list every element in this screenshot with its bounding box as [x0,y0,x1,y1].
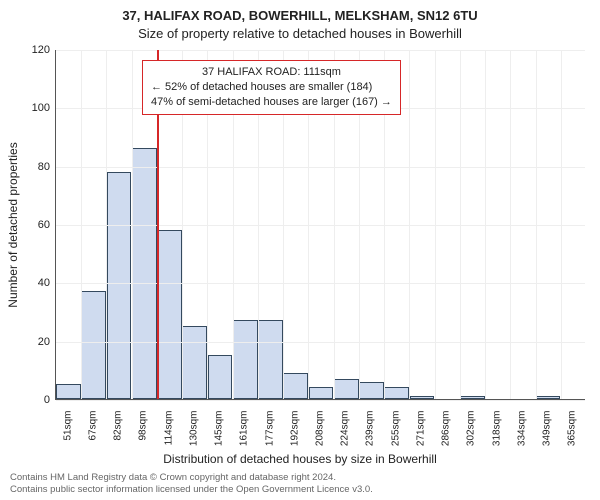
x-tick: 334sqm [516,411,527,461]
x-tick: 224sqm [340,411,351,461]
x-tick: 302sqm [466,411,477,461]
bar [132,148,157,399]
y-tick: 80 [10,161,50,173]
bar [182,326,207,399]
gridline-v [132,50,133,399]
gridline-v [460,50,461,399]
bar [384,387,409,399]
y-tick: 40 [10,277,50,289]
x-tick: 98sqm [138,411,149,461]
bar [233,320,258,399]
x-tick: 349sqm [542,411,553,461]
y-tick: 120 [10,44,50,56]
gridline-v [81,50,82,399]
title-description: Size of property relative to detached ho… [0,26,600,41]
bar [107,172,132,400]
bar [157,230,182,399]
gridline-h [56,167,585,168]
footer-line-2: Contains public sector information licen… [10,484,373,496]
bar [208,355,233,399]
chart-container: 37, HALIFAX ROAD, BOWERHILL, MELKSHAM, S… [0,0,600,500]
y-tick: 100 [10,102,50,114]
x-tick: 145sqm [214,411,225,461]
bar [56,384,81,399]
gridline-v [561,50,562,399]
gridline-h [56,225,585,226]
y-tick: 60 [10,219,50,231]
x-tick: 51sqm [62,411,73,461]
y-tick: 0 [10,394,50,406]
x-tick: 192sqm [289,411,300,461]
x-tick: 82sqm [113,411,124,461]
legend-line: 37 HALIFAX ROAD: 111sqm [151,65,392,80]
bar [410,396,435,399]
gridline-h [56,400,585,401]
gridline-v [409,50,410,399]
x-tick: 255sqm [390,411,401,461]
bar [258,320,283,399]
legend-box: 37 HALIFAX ROAD: 111sqm← 52% of detached… [142,60,401,115]
bar [81,291,106,399]
x-tick: 239sqm [365,411,376,461]
bar [460,396,485,399]
gridline-v [485,50,486,399]
x-tick: 208sqm [315,411,326,461]
gridline-v [435,50,436,399]
x-tick: 114sqm [163,411,174,461]
gridline-v [106,50,107,399]
bar [536,396,561,399]
gridline-h [56,342,585,343]
footer-line-1: Contains HM Land Registry data © Crown c… [10,472,373,484]
x-tick: 271sqm [415,411,426,461]
title-address: 37, HALIFAX ROAD, BOWERHILL, MELKSHAM, S… [0,8,600,23]
gridline-h [56,50,585,51]
x-tick: 177sqm [264,411,275,461]
gridline-v [536,50,537,399]
x-tick: 286sqm [441,411,452,461]
bar [334,379,359,399]
x-tick: 161sqm [239,411,250,461]
footer-attribution: Contains HM Land Registry data © Crown c… [10,472,373,496]
legend-line: 47% of semi-detached houses are larger (… [151,95,392,110]
legend-line: ← 52% of detached houses are smaller (18… [151,80,392,95]
gridline-h [56,283,585,284]
gridline-v [510,50,511,399]
bar [283,373,308,399]
x-tick: 67sqm [87,411,98,461]
bar [359,382,384,400]
x-tick: 318sqm [491,411,502,461]
bar [309,387,334,399]
y-tick: 20 [10,336,50,348]
x-tick: 130sqm [188,411,199,461]
plot-area: 37 HALIFAX ROAD: 111sqm← 52% of detached… [55,50,585,400]
x-tick: 365sqm [567,411,578,461]
